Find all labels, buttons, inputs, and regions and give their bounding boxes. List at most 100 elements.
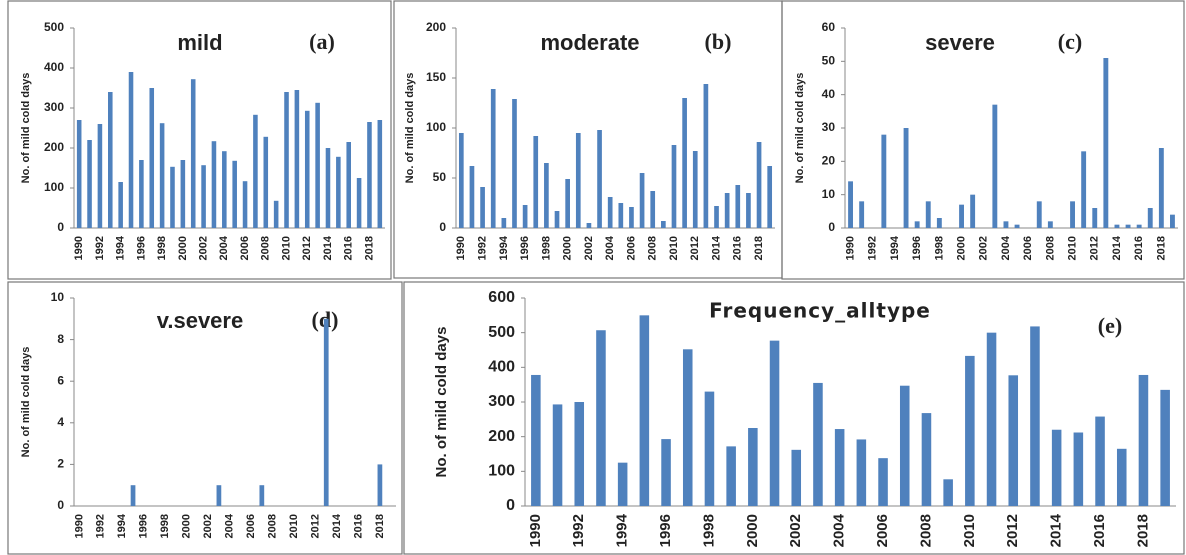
bar (108, 92, 113, 228)
x-tick-label: 2000 (955, 236, 967, 260)
bar (1160, 389, 1170, 506)
bar (726, 446, 736, 506)
bar (323, 318, 329, 506)
x-tick-label: 2014 (1048, 513, 1065, 547)
y-tick-label: 0 (828, 220, 835, 234)
bar (834, 429, 845, 506)
bar (970, 194, 976, 228)
panel-label: (a) (309, 29, 335, 54)
bar (130, 485, 136, 506)
bar (377, 120, 383, 228)
bar (650, 191, 656, 228)
x-tick-label: 1992 (94, 236, 106, 260)
bar (1170, 214, 1175, 228)
x-tick-label: 2016 (352, 514, 364, 538)
chart-title: v.severe (157, 308, 243, 333)
bar (596, 330, 606, 506)
x-tick-label: 1994 (115, 235, 127, 260)
chart-title: Frequency_alltype (709, 299, 931, 323)
chart-title: mild (177, 30, 222, 55)
bar (692, 151, 698, 228)
y-tick-label: 4 (57, 415, 64, 429)
bar (458, 133, 464, 228)
x-tick-label: 1996 (519, 236, 531, 260)
bar (1051, 429, 1062, 506)
x-tick-label: 2006 (874, 514, 891, 547)
x-tick-label: 1992 (95, 514, 107, 538)
bar (881, 134, 887, 228)
x-tick-label: 2010 (1066, 236, 1078, 260)
bar (346, 142, 351, 228)
bar (629, 207, 634, 228)
bar (735, 185, 741, 228)
y-axis-label: No. of mild cold days (404, 73, 416, 184)
panel-label: (e) (1098, 313, 1122, 338)
y-tick-label: 600 (488, 289, 515, 306)
bar (263, 136, 269, 228)
x-tick-label: 2004 (224, 513, 236, 538)
y-tick-label: 300 (488, 393, 515, 410)
bar (586, 223, 592, 228)
bar (878, 458, 888, 506)
x-tick-label: 2008 (266, 514, 278, 538)
bar (914, 221, 920, 228)
x-tick-label: 2004 (604, 235, 616, 260)
bar (1008, 375, 1019, 506)
bar (128, 72, 134, 228)
x-tick-label: 2000 (744, 514, 761, 547)
x-tick-label: 2008 (1044, 236, 1056, 260)
bar (190, 79, 196, 228)
bar (1125, 224, 1131, 228)
bar (767, 166, 773, 228)
bar (671, 145, 677, 228)
x-tick-label: 2016 (732, 236, 744, 260)
bar (903, 128, 909, 228)
x-tick-label: 2016 (1091, 514, 1108, 547)
bar (959, 204, 964, 228)
x-tick-label: 1996 (911, 236, 923, 260)
bar (746, 193, 751, 228)
x-tick-label: 2010 (961, 514, 978, 547)
x-tick-label: 2018 (1155, 236, 1167, 260)
x-tick-label: 2006 (245, 514, 257, 538)
bar (253, 114, 258, 228)
bar (703, 84, 709, 228)
y-tick-label: 100 (426, 120, 446, 134)
y-tick-label: 60 (822, 20, 836, 34)
bar (748, 428, 758, 506)
bar (1095, 416, 1105, 506)
bar (1138, 374, 1149, 506)
bar (848, 181, 853, 228)
bar (356, 178, 362, 228)
bar (607, 197, 613, 228)
chart-title: moderate (540, 30, 639, 55)
x-tick-label: 2010 (288, 514, 300, 538)
x-tick-label: 2004 (218, 235, 230, 260)
x-tick-label: 2002 (787, 514, 804, 547)
x-tick-label: 1992 (570, 514, 587, 547)
x-tick-label: 1998 (933, 236, 945, 260)
bar (936, 218, 942, 228)
bar (304, 110, 310, 228)
y-tick-label: 0 (506, 497, 515, 514)
bar (149, 88, 155, 228)
bar (501, 218, 507, 228)
y-tick-label: 50 (822, 54, 836, 68)
bar (552, 404, 563, 506)
bar (522, 205, 528, 228)
x-tick-label: 2010 (280, 236, 292, 260)
y-tick-label: 10 (51, 290, 65, 304)
bar (639, 173, 645, 228)
panel-frame (781, 0, 1185, 280)
bar (531, 374, 541, 506)
bar (232, 160, 237, 228)
panel-frame (7, 0, 392, 280)
bar (859, 201, 865, 228)
bar (1036, 201, 1042, 228)
y-tick-label: 0 (57, 220, 64, 234)
bar (1047, 221, 1053, 228)
bar (1070, 201, 1075, 228)
x-tick-label: 1992 (476, 236, 488, 260)
x-tick-label: 2000 (181, 514, 193, 538)
bar (1116, 448, 1127, 506)
